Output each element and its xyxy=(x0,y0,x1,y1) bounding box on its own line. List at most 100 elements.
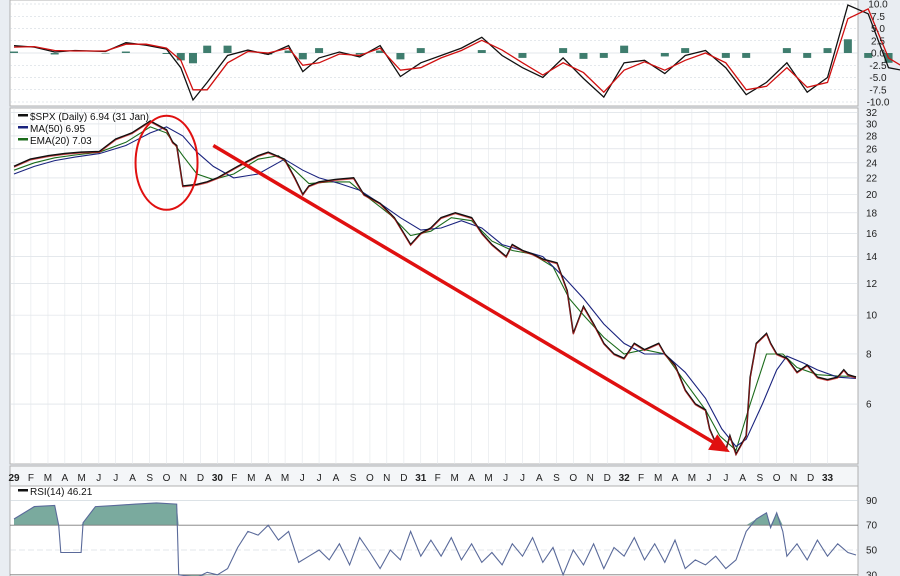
x-tick-44: S xyxy=(756,473,763,484)
x-tick-32: S xyxy=(553,473,560,484)
x-tick-18: J xyxy=(317,473,322,484)
x-tick-0: 29 xyxy=(8,473,20,484)
momentum-hist-bar-22 xyxy=(620,45,629,53)
momentum-y-tick-6: -5.0 xyxy=(869,73,887,84)
x-tick-labels: 29 F M A M J J A S O N D 30 F M A M J J A S O N D 31 F M A M J J A S O N D 3… xyxy=(8,473,833,484)
price-y-tick-3: 26 xyxy=(866,144,878,155)
momentum-y-tick-2: 5.0 xyxy=(871,24,885,35)
momentum-y-tick-7: -7.5 xyxy=(869,85,887,96)
momentum-hist-bar-3 xyxy=(121,51,130,53)
momentum-y-ticks: 10.07.55.02.5 0.0-2.5-5.0-7.5 -10.0 xyxy=(867,0,890,109)
trend-arrow-head xyxy=(708,434,730,453)
x-tick-12: 30 xyxy=(212,473,224,484)
x-tick-8: S xyxy=(146,473,153,484)
momentum-y-tick-1: 7.5 xyxy=(871,12,885,23)
highlight-circle xyxy=(134,114,199,211)
price-y-tick-7: 18 xyxy=(866,208,878,219)
x-tick-45: O xyxy=(773,473,781,484)
x-tick-10: N xyxy=(180,473,187,484)
momentum-hist-bar-17 xyxy=(477,50,486,53)
momentum-hist-bar-7 xyxy=(203,45,212,53)
x-tick-20: S xyxy=(350,473,357,484)
momentum-hist-bar-23 xyxy=(660,53,669,57)
x-tick-5: J xyxy=(96,473,101,484)
momentum-hist-bar-0 xyxy=(10,51,18,53)
x-tick-47: D xyxy=(807,473,814,484)
x-tick-2: M xyxy=(44,473,52,484)
momentum-y-tick-0: 10.0 xyxy=(868,0,888,11)
rsi-overbought-fill xyxy=(14,502,856,526)
momentum-hist-bar-10 xyxy=(284,50,293,53)
x-tick-41: J xyxy=(706,473,711,484)
x-tick-28: M xyxy=(484,473,492,484)
x-tick-34: N xyxy=(587,473,594,484)
momentum-hist-bar-28 xyxy=(803,53,812,58)
x-tick-37: F xyxy=(638,473,644,484)
x-tick-9: O xyxy=(163,473,171,484)
x-tick-42: J xyxy=(723,473,728,484)
x-tick-11: D xyxy=(197,473,204,484)
price-legend-swatch-1 xyxy=(18,126,28,129)
momentum-y-tick-3: 2.5 xyxy=(871,36,885,47)
rsi-panel: 90 70 50 30 RSI(14) 46.21 xyxy=(9,485,878,576)
rsi-legend-swatch-0 xyxy=(18,489,28,492)
x-tick-19: A xyxy=(333,473,340,484)
x-tick-26: M xyxy=(451,473,459,484)
x-tick-38: M xyxy=(654,473,662,484)
x-tick-6: J xyxy=(113,473,118,484)
momentum-y-tick-8: -10.0 xyxy=(867,98,890,109)
price-y-tick-5: 22 xyxy=(866,173,878,184)
momentum-line-1 xyxy=(13,8,900,94)
x-tick-40: M xyxy=(688,473,696,484)
rsi-y-tick-0: 90 xyxy=(866,496,878,507)
momentum-hist-bar-25 xyxy=(721,53,730,58)
momentum-hist-bar-5 xyxy=(176,53,185,61)
momentum-histogram xyxy=(10,39,893,64)
price-y-tick-6: 20 xyxy=(866,190,878,201)
rsi-fills xyxy=(14,502,856,576)
x-tick-36: 32 xyxy=(619,473,631,484)
x-tick-25: F xyxy=(435,473,441,484)
momentum-hist-bar-8 xyxy=(223,45,232,53)
momentum-y-tick-5: -2.5 xyxy=(869,61,887,72)
price-legend: $SPX (Daily) 6.94 (31 Jan)MA(50) 6.95EMA… xyxy=(18,112,149,147)
rsi-y-tick-3: 30 xyxy=(866,570,878,576)
x-tick-30: J xyxy=(520,473,525,484)
x-tick-27: A xyxy=(468,473,475,484)
x-tick-15: A xyxy=(265,473,272,484)
momentum-hist-bar-30 xyxy=(843,39,852,53)
rsi-y-tick-1: 70 xyxy=(866,521,878,532)
momentum-panel: 10.07.55.02.5 0.0-2.5-5.0-7.5 -10.0 xyxy=(9,0,900,109)
x-tick-13: F xyxy=(231,473,237,484)
momentum-hist-bar-12 xyxy=(315,48,324,53)
momentum-hist-bar-9 xyxy=(264,53,273,55)
x-tick-23: D xyxy=(400,473,407,484)
price-legend-label-2: EMA(20) 7.03 xyxy=(30,136,92,147)
rsi-legend-label-0: RSI(14) 46.21 xyxy=(30,487,93,498)
trend-arrow-line xyxy=(212,144,721,448)
momentum-hist-bar-13 xyxy=(355,53,364,55)
price-legend-swatch-0 xyxy=(18,114,28,117)
momentum-hist-bar-24 xyxy=(681,48,690,53)
momentum-lines xyxy=(13,4,900,102)
x-tick-33: O xyxy=(569,473,577,484)
momentum-hist-bar-29 xyxy=(823,48,832,53)
price-y-tick-13: 6 xyxy=(866,400,872,411)
momentum-hist-bar-11 xyxy=(298,53,307,60)
x-tick-46: N xyxy=(790,473,797,484)
momentum-hist-bar-18 xyxy=(518,53,527,58)
momentum-gridlines xyxy=(10,3,858,103)
momentum-hist-bar-19 xyxy=(559,48,568,53)
x-tick-7: A xyxy=(129,473,136,484)
rsi-plot-area xyxy=(9,485,859,576)
rsi-gridlines xyxy=(10,500,858,576)
x-tick-43: A xyxy=(739,473,746,484)
rsi-legend: RSI(14) 46.21 xyxy=(18,487,93,498)
price-y-tick-0: 32 xyxy=(866,108,878,119)
price-y-tick-4: 24 xyxy=(866,158,878,169)
momentum-hist-bar-15 xyxy=(396,53,405,60)
x-tick-39: A xyxy=(672,473,679,484)
